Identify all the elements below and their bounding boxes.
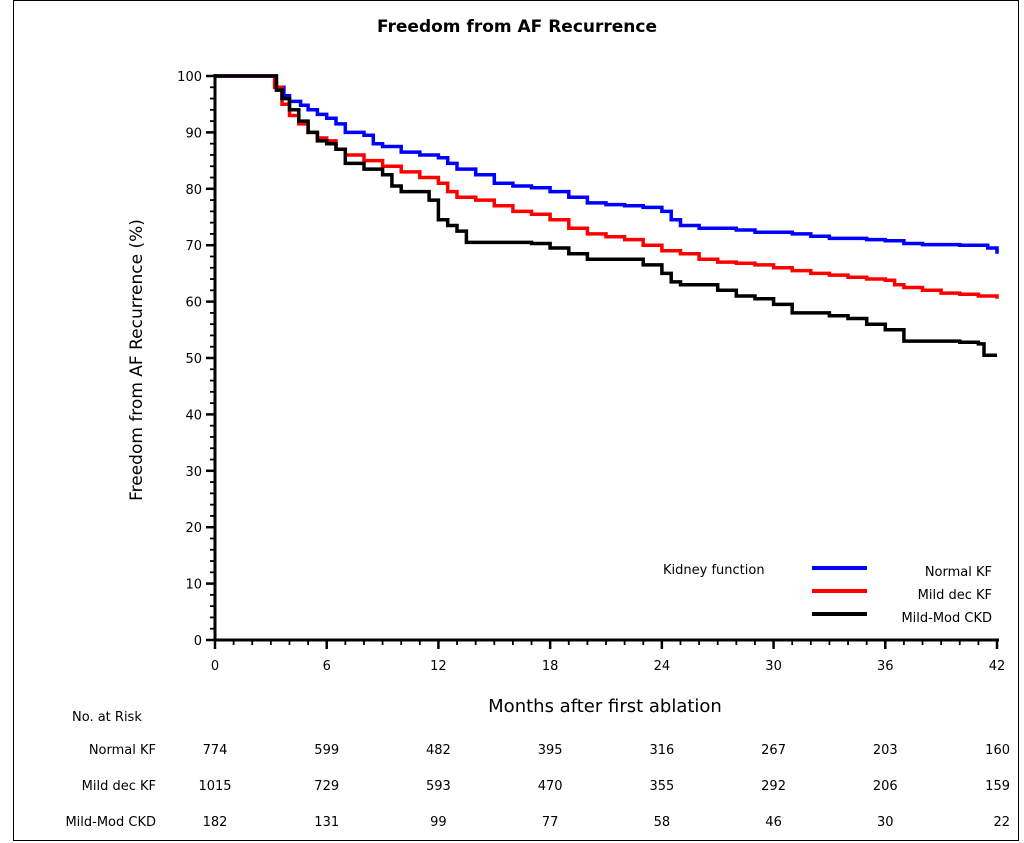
risk-row-label: Mild dec KF [82, 779, 156, 794]
legend-label-0: Normal KF [925, 565, 992, 580]
risk-value: 58 [654, 815, 671, 830]
risk-value: 182 [203, 815, 228, 830]
x-tick-label: 42 [989, 659, 1006, 674]
series-line-2 [215, 74, 997, 357]
x-tick-label: 0 [211, 659, 219, 674]
risk-value: 22 [993, 815, 1010, 830]
legend-label-2: Mild-Mod CKD [901, 611, 992, 626]
x-tick-label: 30 [765, 659, 782, 674]
y-tick-label: 90 [185, 126, 202, 141]
risk-value: 729 [314, 779, 339, 794]
x-tick-label: 6 [323, 659, 331, 674]
risk-value: 159 [985, 779, 1010, 794]
y-tick-label: 40 [185, 408, 202, 423]
risk-value: 316 [649, 743, 674, 758]
risk-table-heading: No. at Risk [72, 710, 142, 725]
chart-title: Freedom from AF Recurrence [377, 17, 657, 37]
risk-value: 46 [765, 815, 782, 830]
risk-value: 482 [426, 743, 451, 758]
legend-label-1: Mild dec KF [918, 588, 992, 603]
y-tick-label: 80 [185, 183, 202, 198]
risk-value: 99 [430, 815, 447, 830]
risk-value: 206 [873, 779, 898, 794]
risk-value: 1015 [198, 779, 231, 794]
risk-value: 593 [426, 779, 451, 794]
risk-value: 292 [761, 779, 786, 794]
risk-value: 131 [314, 815, 339, 830]
risk-value: 77 [542, 815, 559, 830]
risk-value: 30 [877, 815, 894, 830]
risk-table: No. at Risk Normal KF 774 599 482 395 316 267 2… [65, 710, 1010, 830]
y-tick-label: 30 [185, 465, 202, 480]
y-tick-label: 20 [185, 521, 202, 536]
series-line-0 [215, 74, 999, 254]
x-tick-label: 36 [877, 659, 894, 674]
x-axis-label: Months after first ablation [488, 696, 722, 717]
y-tick-label: 10 [185, 578, 202, 593]
x-tick-label: 12 [430, 659, 447, 674]
risk-value: 160 [985, 743, 1010, 758]
x-tick-label: 24 [654, 659, 671, 674]
risk-value: 470 [538, 779, 563, 794]
axes: 0 10 20 30 40 50 60 70 80 90 100 0 6 12 18 24 30 36 42 [177, 70, 1005, 674]
risk-value: 395 [538, 743, 563, 758]
series-line-1 [215, 74, 999, 299]
legend-title: Kidney function [663, 563, 765, 578]
x-tick-label: 18 [542, 659, 559, 674]
survival-curves [215, 74, 999, 357]
risk-value: 203 [873, 743, 898, 758]
y-tick-label: 0 [194, 634, 202, 649]
y-axis-label: Freedom from AF Recurrence (%) [127, 219, 147, 501]
risk-row-label: Normal KF [89, 743, 156, 758]
legend: Kidney function Normal KF Mild dec KF Mild… [663, 563, 992, 626]
risk-value: 267 [761, 743, 786, 758]
risk-value: 355 [649, 779, 674, 794]
y-tick-label: 100 [177, 70, 202, 85]
risk-value: 774 [203, 743, 228, 758]
figure-frame [13, 0, 1019, 841]
risk-value: 599 [314, 743, 339, 758]
y-tick-label: 70 [185, 239, 202, 254]
y-tick-label: 50 [185, 352, 202, 367]
y-tick-label: 60 [185, 296, 202, 311]
risk-row-label: Mild-Mod CKD [65, 815, 156, 830]
